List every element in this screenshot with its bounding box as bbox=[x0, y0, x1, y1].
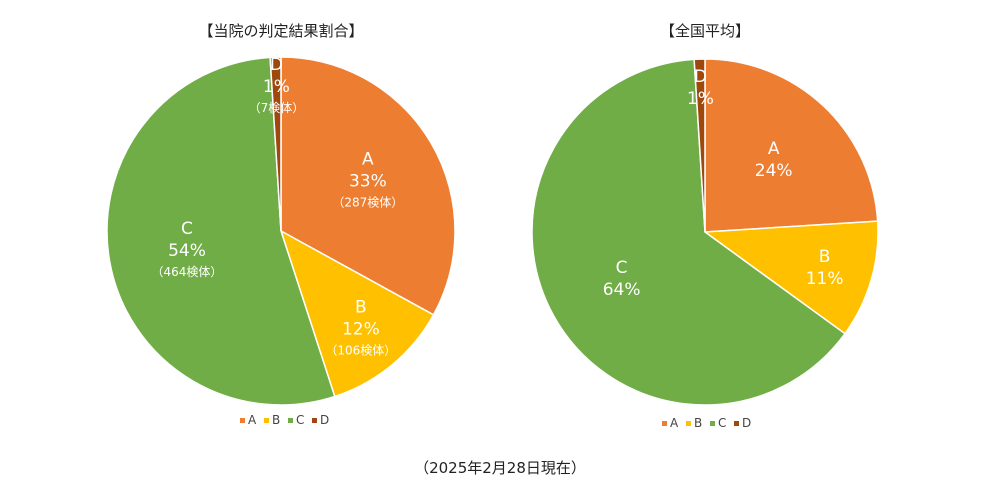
pie-slice-c bbox=[106, 56, 336, 406]
slice-label-percent: 12% bbox=[342, 320, 380, 340]
slice-label-percent: 1% bbox=[687, 89, 714, 109]
slice-label-count: （287検体） bbox=[332, 196, 403, 210]
slice-label-percent: 64% bbox=[603, 280, 641, 300]
slice-label-category: A bbox=[362, 150, 374, 170]
legend-swatch-a bbox=[662, 421, 667, 426]
footnote-date: （2025年2月28日現在） bbox=[414, 459, 586, 477]
slice-label-percent: 11% bbox=[806, 269, 844, 289]
legend-label: D bbox=[320, 413, 329, 427]
pie-slice-a bbox=[704, 58, 879, 233]
slice-label-category: B bbox=[355, 298, 367, 318]
slice-label-category: C bbox=[616, 258, 628, 278]
chart-title: 【全国平均】 bbox=[660, 22, 750, 40]
legend-label: C bbox=[718, 416, 726, 430]
legend-label: A bbox=[670, 416, 679, 430]
slice-label-category: A bbox=[768, 139, 780, 159]
slice-label-percent: 24% bbox=[755, 161, 793, 181]
slice-label-category: D bbox=[270, 55, 283, 75]
legend-swatch-b bbox=[686, 421, 691, 426]
slice-label-percent: 33% bbox=[349, 172, 387, 192]
legend-swatch-d bbox=[734, 421, 739, 426]
legend-swatch-c bbox=[710, 421, 715, 426]
slice-label-percent: 1% bbox=[263, 77, 290, 97]
slice-label-count: （106検体） bbox=[325, 344, 396, 358]
pie-slice-b bbox=[279, 229, 435, 398]
slice-label-category: C bbox=[181, 219, 193, 239]
slice-label-count: （7検体） bbox=[249, 101, 305, 115]
pie-slice-c bbox=[531, 58, 847, 406]
legend-label: A bbox=[248, 413, 257, 427]
legend-label: B bbox=[694, 416, 702, 430]
legend-label: B bbox=[272, 413, 280, 427]
slice-label-count: （464検体） bbox=[152, 265, 223, 279]
slice-label-category: B bbox=[819, 247, 831, 267]
legend-label: C bbox=[296, 413, 304, 427]
legend-swatch-c bbox=[288, 418, 293, 423]
pie-slice-a bbox=[280, 56, 456, 316]
pie-slice-b bbox=[702, 220, 879, 335]
chart-title: 【当院の判定結果割合】 bbox=[198, 22, 363, 40]
national-pie-chart: 【全国平均】A24%B11%C64%D1%A B C D bbox=[531, 22, 879, 430]
hospital-pie-chart: 【当院の判定結果割合】A33%（287検体）B12%（106検体）C54%（46… bbox=[106, 22, 456, 427]
slice-label-category: D bbox=[694, 67, 707, 87]
slice-label-percent: 54% bbox=[168, 241, 206, 261]
pie-slice-d bbox=[693, 58, 706, 233]
legend-label: D bbox=[742, 416, 751, 430]
pie-slice-d bbox=[269, 56, 282, 232]
legend-swatch-b bbox=[264, 418, 269, 423]
legend-swatch-d bbox=[312, 418, 317, 423]
legend-swatch-a bbox=[240, 418, 245, 423]
